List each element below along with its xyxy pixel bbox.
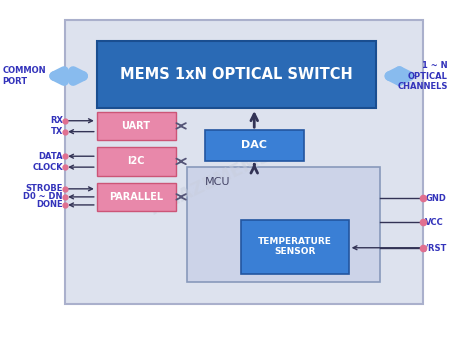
FancyBboxPatch shape [187,167,380,282]
FancyBboxPatch shape [97,41,376,108]
Text: DONE: DONE [36,200,63,210]
Text: AMAZEMEMS: AMAZEMEMS [148,147,275,218]
Text: D0 ~ DN: D0 ~ DN [23,192,63,201]
Text: /RST: /RST [425,243,446,252]
Text: 1 ~ N
OPTICAL
CHANNELS: 1 ~ N OPTICAL CHANNELS [397,61,448,91]
Text: GND: GND [425,194,446,203]
Text: DATA: DATA [38,152,63,161]
FancyBboxPatch shape [97,112,176,140]
FancyBboxPatch shape [241,220,349,274]
Text: TX: TX [50,127,63,136]
FancyBboxPatch shape [65,20,423,304]
FancyBboxPatch shape [97,147,176,176]
Text: RX: RX [50,116,63,125]
Text: MCU: MCU [205,177,230,188]
Text: I2C: I2C [127,156,145,166]
Text: PARALLEL: PARALLEL [109,192,163,202]
Text: DAC: DAC [241,140,267,150]
Text: STROBE: STROBE [26,184,63,193]
FancyBboxPatch shape [205,130,304,161]
Text: COMMON
PORT: COMMON PORT [2,66,46,86]
Text: VCC: VCC [425,218,444,227]
Text: TEMPERATURE
SENSOR: TEMPERATURE SENSOR [258,237,332,257]
Text: UART: UART [122,121,151,131]
Text: CLOCK: CLOCK [32,163,63,172]
Text: MEMS 1xN OPTICAL SWITCH: MEMS 1xN OPTICAL SWITCH [120,67,353,82]
FancyBboxPatch shape [97,183,176,211]
